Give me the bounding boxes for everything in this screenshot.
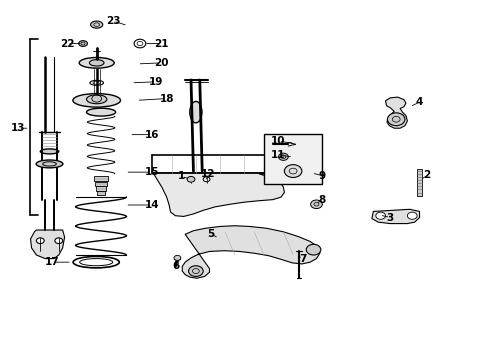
Circle shape [284, 165, 301, 177]
Text: 12: 12 [201, 168, 215, 179]
Text: 17: 17 [45, 257, 60, 267]
Text: 5: 5 [206, 229, 214, 239]
Circle shape [55, 238, 62, 244]
Circle shape [36, 238, 44, 244]
Text: 22: 22 [60, 39, 74, 49]
Text: 23: 23 [106, 16, 120, 26]
Text: 11: 11 [271, 150, 285, 160]
Circle shape [310, 200, 322, 208]
Ellipse shape [86, 108, 116, 116]
Polygon shape [385, 97, 407, 128]
Circle shape [187, 176, 195, 182]
Ellipse shape [79, 58, 114, 68]
Text: 4: 4 [415, 97, 422, 107]
Text: 14: 14 [144, 200, 159, 210]
Text: 13: 13 [11, 123, 25, 133]
Bar [416, 169, 421, 196]
Polygon shape [30, 230, 64, 258]
Circle shape [386, 113, 404, 126]
Bar [96, 186, 106, 191]
Ellipse shape [89, 60, 104, 66]
Bar [95, 182, 107, 186]
Ellipse shape [189, 102, 202, 123]
Polygon shape [182, 226, 319, 278]
Circle shape [278, 153, 287, 160]
Circle shape [188, 266, 203, 276]
Circle shape [305, 244, 320, 255]
Text: 2: 2 [422, 170, 429, 180]
Text: 19: 19 [148, 77, 163, 87]
Text: 3: 3 [386, 212, 393, 222]
Text: 20: 20 [154, 58, 169, 68]
Text: 15: 15 [144, 167, 159, 177]
Ellipse shape [90, 21, 102, 28]
Polygon shape [290, 162, 311, 176]
Text: 10: 10 [271, 136, 285, 147]
Ellipse shape [73, 94, 120, 107]
Polygon shape [371, 209, 419, 224]
Circle shape [375, 212, 385, 219]
Circle shape [407, 212, 416, 219]
Bar [97, 191, 105, 195]
Text: 16: 16 [144, 130, 159, 140]
Text: 18: 18 [159, 94, 174, 104]
Ellipse shape [79, 41, 87, 46]
Ellipse shape [40, 149, 59, 154]
Text: 9: 9 [318, 171, 325, 181]
Text: 8: 8 [318, 195, 325, 204]
Ellipse shape [36, 160, 63, 168]
Bar [264, 134, 322, 184]
Ellipse shape [86, 95, 107, 104]
Text: 21: 21 [154, 39, 169, 49]
Text: 7: 7 [299, 253, 306, 264]
Polygon shape [153, 173, 284, 216]
Bar [94, 176, 108, 181]
Text: 6: 6 [172, 261, 180, 271]
Circle shape [174, 255, 181, 260]
Text: 1: 1 [177, 171, 184, 181]
